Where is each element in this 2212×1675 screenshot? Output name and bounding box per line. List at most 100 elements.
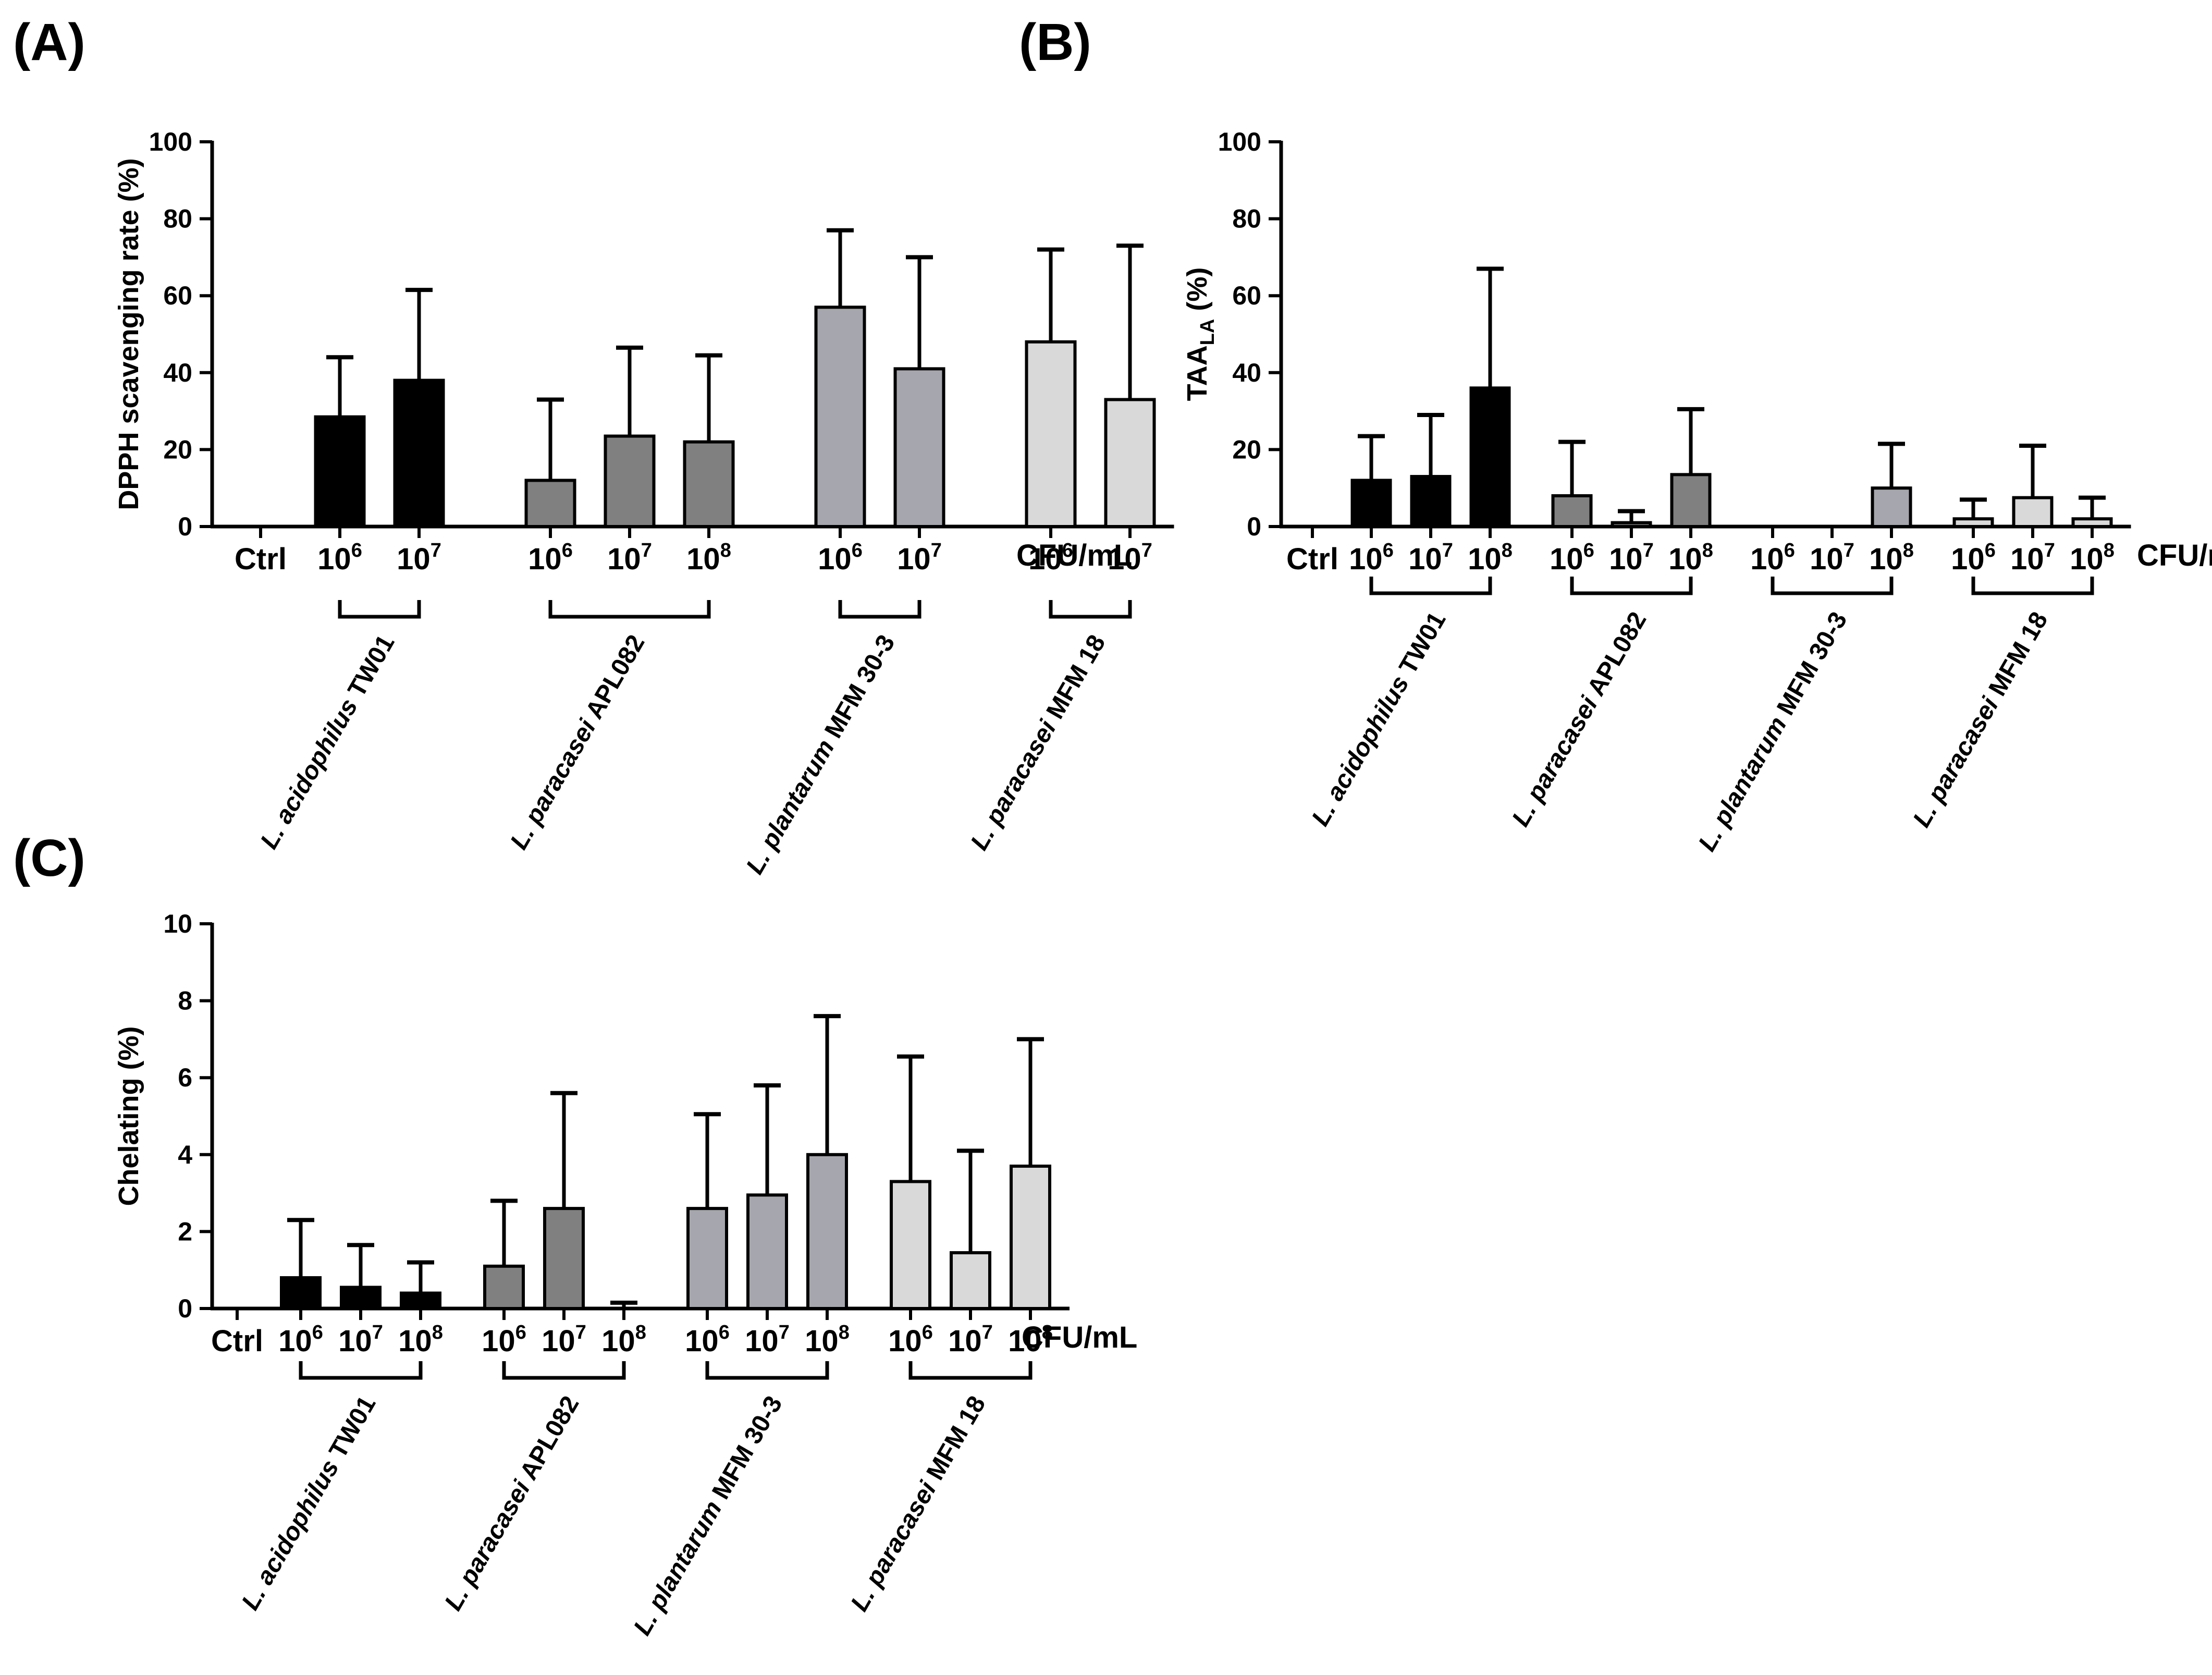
- panel-letter: (B): [1019, 13, 1091, 71]
- x-category-label: 107: [542, 1322, 586, 1358]
- group-label-species: L. paracasei: [1908, 692, 2004, 832]
- group-label: L. paracasei APL082: [505, 630, 650, 854]
- ctrl-label: Ctrl: [1286, 542, 1338, 576]
- x-category-base: 10: [528, 542, 562, 576]
- bar: [1104, 398, 1156, 529]
- group-label: L. paracasei MFM 18: [965, 630, 1111, 855]
- x-category-label: 108: [1008, 1322, 1053, 1358]
- x-category-label: 107: [1810, 540, 1854, 576]
- x-category-base: 10: [1349, 542, 1383, 576]
- x-category-exponent: 8: [432, 1322, 443, 1343]
- bar: [814, 305, 866, 529]
- bar: [950, 1251, 991, 1310]
- group-label: L. acidophilus TW01: [237, 1391, 382, 1615]
- group-label-species: L. paracasei: [965, 715, 1062, 855]
- group-label-strain: APL082: [512, 1391, 585, 1490]
- group-label: L. paracasei MFM 18: [1908, 607, 2053, 832]
- group-label-strain: MFM 30-3: [816, 630, 901, 749]
- x-category-base: 10: [1408, 542, 1442, 576]
- bar: [1611, 521, 1652, 528]
- y-tick-label: 4: [178, 1140, 192, 1169]
- group-label-species: L. plantarum: [1693, 712, 1792, 856]
- x-category-base: 10: [338, 1324, 372, 1358]
- group-label-species: L. acidophilus: [255, 694, 363, 853]
- x-category-base: 10: [888, 1324, 922, 1358]
- group-label-species: L. plantarum: [629, 1496, 728, 1640]
- x-category-label: 107: [1408, 540, 1453, 576]
- x-category-exponent: 8: [839, 1322, 850, 1343]
- x-category-exponent: 6: [719, 1322, 730, 1343]
- x-category-exponent: 7: [931, 540, 942, 561]
- x-category-base: 10: [686, 542, 720, 576]
- y-tick-label: 6: [178, 1063, 192, 1092]
- y-tick-label: 60: [163, 281, 192, 310]
- bar: [890, 1180, 931, 1310]
- group-label: L. plantarum MFM 30-3: [741, 630, 901, 879]
- x-category-base: 10: [805, 1324, 839, 1358]
- group-label-strain: TW01: [1391, 607, 1452, 685]
- x-category-exponent: 7: [779, 1322, 790, 1343]
- bar: [1670, 473, 1712, 528]
- group-label-species: L. paracasei: [1507, 691, 1603, 831]
- bar: [2012, 496, 2054, 529]
- y-tick-label: 0: [178, 1294, 192, 1323]
- x-category-exponent: 6: [515, 1322, 526, 1343]
- y-tick-label: 80: [1232, 204, 1261, 234]
- bar: [1871, 486, 1912, 529]
- group-label-strain: APL082: [1579, 607, 1652, 706]
- x-category-base: 10: [397, 542, 431, 576]
- x-category-exponent: 8: [1502, 540, 1513, 561]
- bar: [400, 1291, 441, 1310]
- x-category-exponent: 8: [1903, 540, 1914, 561]
- x-category-exponent: 6: [312, 1322, 323, 1343]
- group-label-species: L. paracasei: [505, 714, 601, 854]
- x-category-label: 106: [1951, 540, 1996, 576]
- bar: [1952, 517, 1994, 528]
- group-label-strain: APL082: [577, 630, 650, 729]
- y-tick-label: 100: [149, 127, 192, 156]
- x-category-base: 10: [1810, 542, 1844, 576]
- bar: [1410, 475, 1452, 528]
- x-category-base: 10: [482, 1324, 515, 1358]
- y-tick-label: 40: [1232, 358, 1261, 387]
- group-bracket: [338, 600, 421, 619]
- x-category-label: 106: [317, 540, 362, 576]
- x-category-exponent: 7: [1643, 540, 1654, 561]
- x-category-exponent: 7: [641, 540, 652, 561]
- x-category-label: 106: [1750, 540, 1795, 576]
- ctrl-label: Ctrl: [235, 542, 287, 576]
- x-category-exponent: 7: [1442, 540, 1453, 561]
- group-label: L. plantarum MFM 30-3: [629, 1391, 788, 1640]
- x-category-label: 108: [398, 1322, 443, 1358]
- y-tick-label: 100: [1218, 127, 1261, 156]
- x-category-base: 10: [2070, 542, 2104, 576]
- x-category-exponent: 7: [575, 1322, 586, 1343]
- x-category-base: 10: [897, 542, 931, 576]
- y-tick-label: 40: [163, 358, 192, 387]
- x-category-base: 10: [601, 1324, 635, 1358]
- x-category-label: 107: [745, 1322, 790, 1358]
- ctrl-label: Ctrl: [211, 1324, 263, 1358]
- x-category-label: 106: [1550, 540, 1594, 576]
- group-label: L. paracasei APL082: [1507, 607, 1652, 831]
- x-category-label: 107: [897, 540, 942, 576]
- x-category-base: 10: [542, 1324, 575, 1358]
- x-category-label: 108: [2070, 540, 2115, 576]
- bar: [393, 378, 445, 528]
- x-category-base: 10: [1550, 542, 1583, 576]
- group-label: L. paracasei MFM 18: [845, 1391, 991, 1616]
- x-category-base: 10: [685, 1324, 719, 1358]
- x-category-base: 10: [818, 542, 852, 576]
- x-category-base: 10: [1668, 542, 1702, 576]
- bar: [686, 1207, 728, 1311]
- x-category-label: 108: [1668, 540, 1713, 576]
- x-category-exponent: 8: [2104, 540, 2115, 561]
- y-tick-label: 0: [1247, 512, 1261, 541]
- x-category-label: 106: [888, 1322, 933, 1358]
- group-bracket: [1971, 577, 2094, 595]
- x-category-exponent: 8: [1042, 1322, 1053, 1343]
- bar: [1010, 1164, 1051, 1310]
